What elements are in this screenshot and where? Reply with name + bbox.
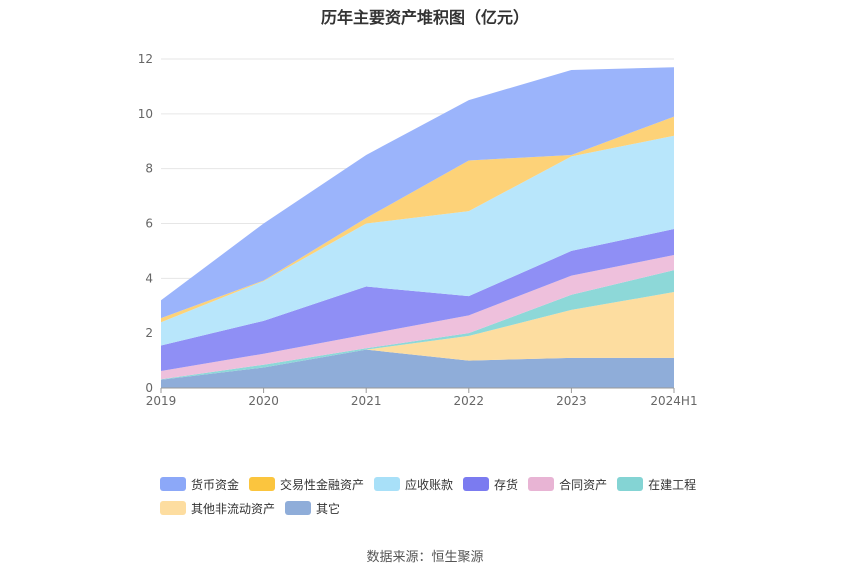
legend-item[interactable]: 交易性金融资产 [249,476,364,493]
legend-item[interactable]: 其他非流动资产 [160,500,275,517]
legend-item[interactable]: 其它 [285,500,340,517]
area-series-8[interactable] [161,67,674,319]
x-tick-label: 2019 [146,394,177,408]
legend-item[interactable]: 在建工程 [617,476,696,493]
x-tick-label: 2020 [248,394,279,408]
legend-swatch [249,477,276,491]
chart-title: 历年主要资产堆积图（亿元） [320,8,529,27]
x-tick-label: 2022 [454,394,485,408]
area-series-5[interactable] [161,228,674,372]
legend-item[interactable]: 存货 [463,476,518,493]
data-source: 数据来源：恒生聚源 [366,550,484,565]
x-axis: 2019 2020 2021 2022 2023 2024H1 [146,387,698,408]
y-tick-label: 2 [145,326,153,340]
legend-swatch [617,477,644,491]
stacked-area-chart: 2019 2020 2021 2022 2023 2024H1 0 2 4 6 8 10 12 [138,52,698,408]
legend-swatch [160,501,186,515]
legend-label: 货币资金 [191,477,240,492]
legend-item[interactable]: 应收账款 [374,476,453,493]
x-tick-label: 2024H1 [650,394,697,408]
legend-item[interactable]: 货币资金 [160,476,239,493]
area-series-2[interactable] [161,292,674,380]
legend-label: 交易性金融资产 [280,477,365,492]
legend-swatch [285,501,312,515]
area-series-6[interactable] [161,135,674,346]
y-tick-label: 8 [145,162,153,176]
x-tick-label: 2023 [556,394,587,408]
y-tick-label: 12 [138,52,153,66]
area-series-7[interactable] [161,116,674,323]
legend-swatch [374,477,401,491]
legend-label: 在建工程 [648,477,697,492]
area-series-1[interactable] [161,349,674,388]
area-series-4[interactable] [161,255,674,380]
legend-label: 其他非流动资产 [191,501,276,516]
y-tick-label: 6 [145,217,153,231]
legend-swatch [160,477,186,491]
legend-label: 合同资产 [559,477,608,492]
y-tick-label: 10 [138,107,153,121]
legend: 货币资金 交易性金融资产 应收账款 存货 合同资产 在建工程 其他非流动资产 其它 [160,472,760,520]
legend-swatch [463,477,490,491]
legend-swatch [528,477,555,491]
legend-item[interactable]: 合同资产 [528,476,607,493]
x-tick-label: 2021 [351,394,382,408]
legend-label: 应收账款 [405,477,454,492]
y-tick-label: 0 [145,381,153,395]
legend-label: 其它 [316,501,341,516]
y-axis: 0 2 4 6 8 10 12 [138,52,153,395]
y-tick-label: 4 [145,271,153,285]
legend-row: 货币资金 交易性金融资产 应收账款 存货 合同资产 在建工程 [160,472,760,496]
area-series [161,67,674,388]
legend-label: 存货 [494,477,519,492]
legend-row: 其他非流动资产 其它 [160,496,760,520]
